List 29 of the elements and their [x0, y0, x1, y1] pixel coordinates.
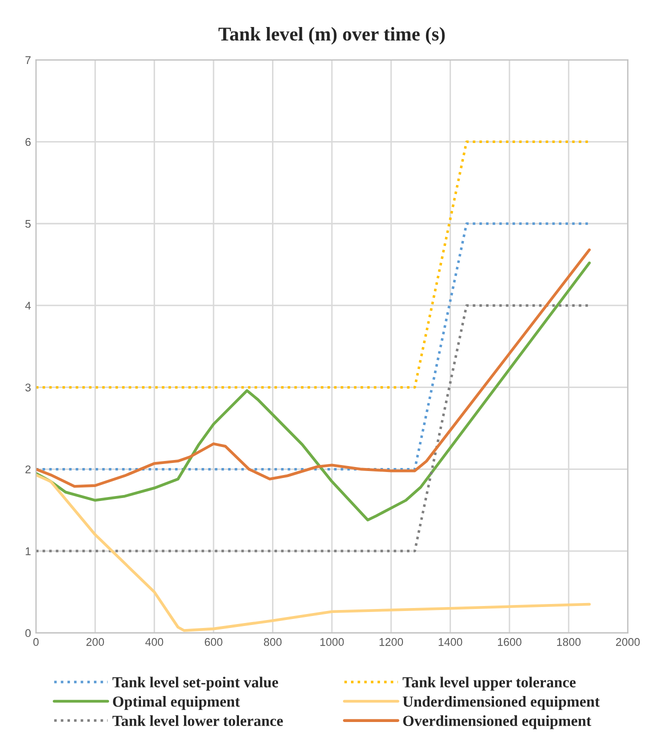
- x-tick-label: 800: [264, 638, 282, 646]
- x-tick-label: 2000: [616, 638, 640, 646]
- x-tick-label: 200: [86, 638, 104, 646]
- legend-label: Tank level set-point value: [112, 676, 278, 691]
- line-series: [36, 474, 591, 632]
- y-tick-label: 7: [26, 56, 31, 64]
- x-tick-label: 1000: [320, 638, 344, 646]
- y-tick-label: 4: [25, 302, 31, 310]
- legend-label: Overdimensioned equipment: [403, 715, 592, 730]
- x-tick-label: 0: [33, 638, 39, 646]
- line-series: [36, 262, 591, 522]
- y-tick-label: 5: [25, 220, 31, 228]
- y-tick-label: 3: [25, 384, 31, 392]
- legend-label: Tank level upper tolerance: [402, 676, 576, 691]
- y-tick-label: 0: [25, 629, 31, 638]
- x-tick-label: 400: [145, 638, 164, 646]
- y-tick-label: 1: [26, 547, 31, 556]
- x-tick-label: 1200: [380, 638, 404, 646]
- chart-title: Tank level (m) over time (s): [218, 26, 445, 45]
- y-tick-label: 2: [25, 465, 31, 474]
- x-tick-label: 1800: [557, 638, 581, 646]
- legend-label: Underdimensioned equipment: [402, 696, 600, 710]
- x-tick-label: 600: [204, 638, 222, 646]
- x-tick-label: 1600: [498, 638, 522, 646]
- legend-label: Tank level lower tolerance: [112, 715, 283, 726]
- line-series: [36, 248, 591, 488]
- y-tick-label: 6: [25, 138, 31, 146]
- x-tick-label: 1400: [438, 638, 462, 646]
- legend-label: Optimal equipment: [113, 696, 240, 710]
